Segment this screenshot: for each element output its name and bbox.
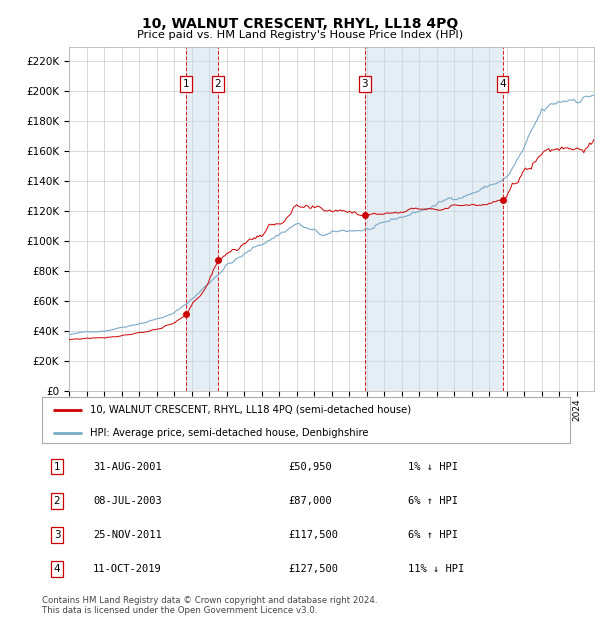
Text: 10, WALNUT CRESCENT, RHYL, LL18 4PQ (semi-detached house): 10, WALNUT CRESCENT, RHYL, LL18 4PQ (sem… <box>89 405 410 415</box>
Text: 10, WALNUT CRESCENT, RHYL, LL18 4PQ: 10, WALNUT CRESCENT, RHYL, LL18 4PQ <box>142 17 458 32</box>
Text: 4: 4 <box>53 564 61 574</box>
Text: 4: 4 <box>499 79 506 89</box>
Text: 1% ↓ HPI: 1% ↓ HPI <box>408 461 458 472</box>
Text: 3: 3 <box>53 529 61 540</box>
Text: Price paid vs. HM Land Registry's House Price Index (HPI): Price paid vs. HM Land Registry's House … <box>137 30 463 40</box>
Text: £127,500: £127,500 <box>288 564 338 574</box>
Text: 1: 1 <box>182 79 189 89</box>
Text: 11% ↓ HPI: 11% ↓ HPI <box>408 564 464 574</box>
Text: 6% ↑ HPI: 6% ↑ HPI <box>408 495 458 506</box>
Text: £50,950: £50,950 <box>288 461 332 472</box>
Text: 11-OCT-2019: 11-OCT-2019 <box>93 564 162 574</box>
Bar <box>365 46 503 391</box>
Bar <box>185 46 218 391</box>
Text: 08-JUL-2003: 08-JUL-2003 <box>93 495 162 506</box>
Text: 1: 1 <box>53 461 61 472</box>
Text: 25-NOV-2011: 25-NOV-2011 <box>93 529 162 540</box>
Text: Contains HM Land Registry data © Crown copyright and database right 2024.
This d: Contains HM Land Registry data © Crown c… <box>42 596 377 615</box>
Text: £87,000: £87,000 <box>288 495 332 506</box>
Text: £117,500: £117,500 <box>288 529 338 540</box>
Text: 2: 2 <box>215 79 221 89</box>
Text: 3: 3 <box>361 79 368 89</box>
Text: 2: 2 <box>53 495 61 506</box>
Text: 31-AUG-2001: 31-AUG-2001 <box>93 461 162 472</box>
Text: HPI: Average price, semi-detached house, Denbighshire: HPI: Average price, semi-detached house,… <box>89 428 368 438</box>
Text: 6% ↑ HPI: 6% ↑ HPI <box>408 529 458 540</box>
